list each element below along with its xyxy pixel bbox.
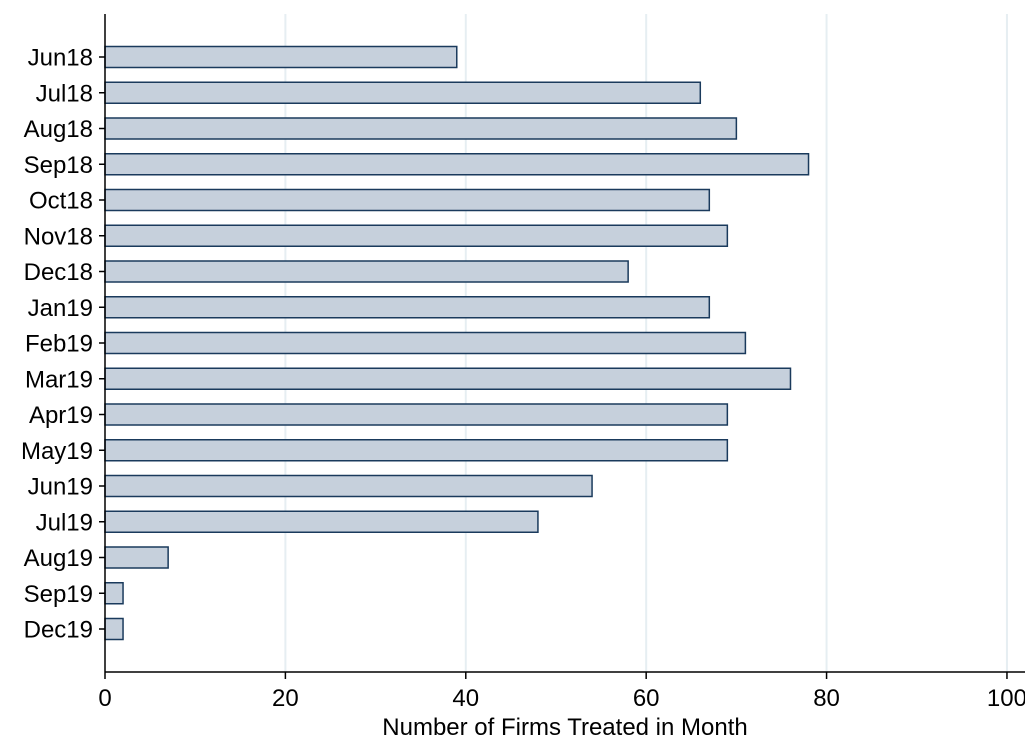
x-tick-label-60: 60 [633, 685, 660, 712]
bar-Aug18 [104, 117, 738, 140]
bar-Mar19 [104, 367, 792, 390]
bar-Dec19 [104, 617, 124, 641]
y-tick-label-Feb19: Feb19 [25, 331, 93, 358]
bar-Apr19 [104, 403, 729, 426]
y-tick-label-Jan19: Jan19 [28, 295, 93, 322]
bar-Jul18 [104, 81, 702, 104]
x-tick-label-80: 80 [813, 685, 840, 712]
y-tick-label-Oct18: Oct18 [29, 188, 93, 215]
y-tick-label-Mar19: Mar19 [25, 366, 93, 393]
y-tick-label-Apr19: Apr19 [29, 402, 93, 429]
bars-layer [104, 45, 810, 641]
bar-Jan19 [104, 296, 711, 319]
x-tick-label-0: 0 [98, 685, 111, 712]
bar-Sep18 [104, 153, 810, 176]
y-tick-label-Nov18: Nov18 [24, 223, 93, 250]
y-tick-label-May19: May19 [21, 438, 93, 465]
x-tick-label-40: 40 [452, 685, 479, 712]
bar-Feb19 [104, 331, 747, 355]
y-tick-label-Jun19: Jun19 [28, 474, 93, 501]
y-tick-label-Aug18: Aug18 [24, 116, 93, 143]
x-tick-label-20: 20 [272, 685, 299, 712]
bar-Sep19 [104, 582, 124, 605]
bar-Jun18 [104, 45, 458, 69]
bar-Jun19 [104, 474, 593, 498]
axes-layer [99, 14, 1025, 679]
bar-Dec18 [104, 260, 629, 283]
bar-Jul19 [104, 510, 539, 533]
y-tick-label-Sep18: Sep18 [24, 152, 93, 179]
y-tick-label-Jun18: Jun18 [28, 45, 93, 72]
bar-Nov18 [104, 224, 729, 247]
bar-May19 [104, 439, 729, 462]
y-tick-label-Sep19: Sep19 [24, 581, 93, 608]
bar-Aug19 [104, 546, 169, 569]
y-tick-label-Aug19: Aug19 [24, 545, 93, 572]
bar-Oct18 [104, 188, 711, 212]
y-tick-label-Dec18: Dec18 [24, 259, 93, 286]
y-tick-label-Dec19: Dec19 [24, 617, 93, 644]
y-tick-label-Jul19: Jul19 [36, 509, 93, 536]
x-tick-label-100: 100 [987, 685, 1025, 712]
x-axis-title: Number of Firms Treated in Month [382, 714, 747, 740]
labels-layer: Jun18 Jul18 Aug18 Sep18 Oct18 Nov18 Dec18 Jan19… [21, 45, 1025, 713]
y-tick-label-Jul18: Jul18 [36, 80, 93, 107]
